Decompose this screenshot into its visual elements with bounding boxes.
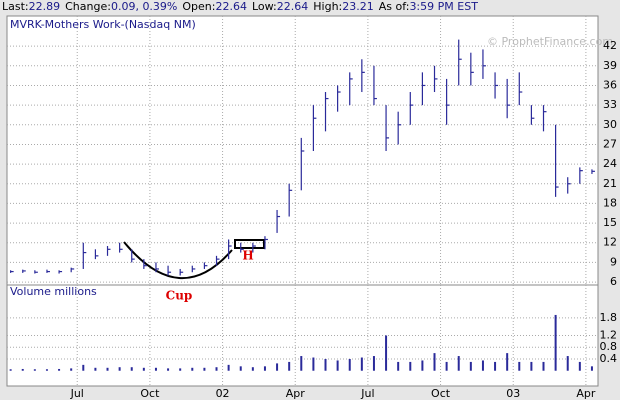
y-tick-label: 33 bbox=[603, 98, 617, 111]
volume-bar bbox=[348, 358, 351, 371]
y-tick-label: 15 bbox=[603, 216, 617, 229]
volume-bar bbox=[118, 367, 121, 371]
volume-bar bbox=[518, 361, 521, 371]
volume-bar bbox=[360, 357, 363, 371]
y-tick-label: 6 bbox=[610, 275, 617, 288]
y-tick-label: 36 bbox=[603, 78, 617, 91]
volume-bar bbox=[445, 361, 448, 371]
x-tick-label: Oct bbox=[140, 387, 160, 400]
volume-panel bbox=[6, 284, 599, 387]
x-tick-label: Oct bbox=[431, 387, 451, 400]
volume-bar bbox=[179, 368, 182, 371]
handle-box bbox=[234, 239, 265, 249]
volume-bar bbox=[142, 367, 145, 371]
quote-value: 22.64 bbox=[276, 0, 309, 13]
quote-label: Change: bbox=[65, 0, 111, 13]
volume-bar bbox=[9, 369, 12, 371]
y-tick-label: 39 bbox=[603, 59, 617, 72]
y-tick-label: 24 bbox=[603, 157, 617, 170]
volume-bar bbox=[263, 366, 266, 371]
y-tick-label: 42 bbox=[603, 39, 617, 52]
cup-label: Cup bbox=[166, 289, 193, 303]
y-tick-label: 9 bbox=[610, 255, 617, 268]
volume-bar bbox=[312, 357, 315, 371]
volume-bar bbox=[288, 361, 291, 371]
quote-value: 3:59 PM EST bbox=[409, 0, 478, 13]
volume-bar bbox=[70, 368, 73, 371]
volume-bar bbox=[106, 367, 109, 371]
volume-bar bbox=[336, 360, 339, 371]
volume-bar bbox=[33, 369, 36, 371]
x-tick-label: Apr bbox=[576, 387, 596, 400]
volume-bar bbox=[457, 356, 460, 371]
quote-header: Last:22.89 Change:0.09, 0.39% Open:22.64 Lo… bbox=[2, 0, 483, 14]
y-tick-label: 1.8 bbox=[600, 311, 618, 324]
cup-curve bbox=[123, 241, 233, 280]
y-tick-label: 0.8 bbox=[600, 340, 618, 353]
volume-bar bbox=[590, 366, 593, 371]
volume-bar bbox=[215, 367, 218, 371]
volume-bar bbox=[554, 314, 557, 371]
volume-bar bbox=[421, 360, 424, 371]
volume-bar bbox=[506, 353, 509, 371]
volume-bar bbox=[191, 367, 194, 371]
volume-bar bbox=[481, 360, 484, 371]
volume-bar bbox=[45, 369, 48, 371]
y-tick-label: 30 bbox=[603, 118, 617, 131]
quote-label: As of: bbox=[378, 0, 410, 13]
volume-bar bbox=[239, 366, 242, 371]
x-tick-label: 02 bbox=[216, 387, 230, 400]
quote-label: High: bbox=[313, 0, 343, 13]
volume-bar bbox=[130, 367, 133, 371]
volume-bar bbox=[154, 367, 157, 371]
volume-bar bbox=[21, 368, 24, 371]
volume-bar bbox=[494, 361, 497, 371]
volume-bar bbox=[324, 358, 327, 371]
y-tick-label: 12 bbox=[603, 236, 617, 249]
chart-title: MVRK-Mothers Work-(Nasdaq NM) bbox=[10, 18, 196, 31]
volume-bar bbox=[82, 364, 85, 371]
handle-label: H bbox=[242, 249, 253, 263]
quote-value: 22.64 bbox=[215, 0, 247, 13]
volume-bar bbox=[167, 368, 170, 371]
quote-label: Open: bbox=[182, 0, 216, 13]
y-tick-label: 1.2 bbox=[600, 329, 618, 342]
volume-bar bbox=[433, 353, 436, 371]
volume-bar bbox=[203, 367, 206, 371]
watermark: © ProphetFinance.com bbox=[487, 35, 613, 48]
y-tick-label: 0.4 bbox=[600, 352, 618, 365]
volume-bar bbox=[276, 363, 279, 371]
volume-title: Volume millions bbox=[10, 285, 97, 298]
quote-value: 0.09, 0.39% bbox=[110, 0, 178, 13]
volume-bar bbox=[58, 368, 61, 371]
quote-value: 22.89 bbox=[28, 0, 61, 13]
volume-bar bbox=[409, 361, 412, 371]
x-tick-label: Jul bbox=[360, 387, 374, 400]
y-tick-label: 21 bbox=[603, 177, 617, 190]
volume-bar bbox=[542, 361, 545, 371]
volume-bar bbox=[227, 364, 230, 371]
quote-label: Last: bbox=[2, 0, 29, 13]
volume-bar bbox=[251, 367, 254, 371]
volume-bar bbox=[578, 361, 581, 371]
volume-bar bbox=[530, 361, 533, 371]
volume-bar bbox=[566, 356, 569, 371]
volume-bar bbox=[94, 367, 97, 371]
volume-bar bbox=[469, 361, 472, 371]
y-tick-label: 27 bbox=[603, 137, 617, 150]
x-tick-label: Apr bbox=[286, 387, 306, 400]
x-tick-label: Jul bbox=[70, 387, 84, 400]
y-tick-label: 18 bbox=[603, 196, 617, 209]
volume-bar bbox=[385, 335, 388, 371]
volume-bar bbox=[300, 356, 303, 371]
quote-value: 23.21 bbox=[342, 0, 374, 13]
volume-bar bbox=[397, 361, 400, 371]
x-tick-label: 03 bbox=[506, 387, 520, 400]
volume-bar bbox=[372, 356, 375, 371]
quote-label: Low: bbox=[251, 0, 277, 13]
